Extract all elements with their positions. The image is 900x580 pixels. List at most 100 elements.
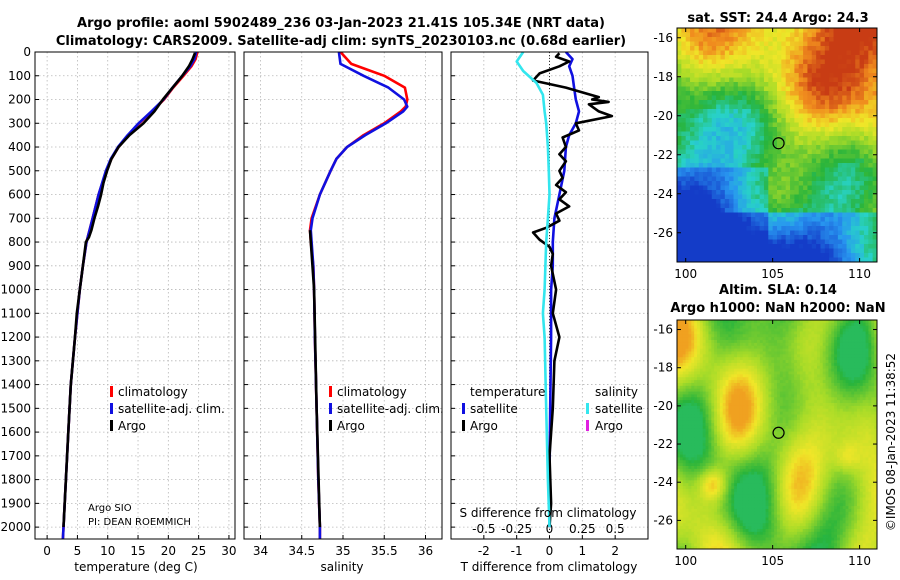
map-cell — [729, 109, 734, 114]
map-cell — [837, 104, 843, 110]
map-cell — [785, 109, 791, 114]
map-cell — [745, 345, 749, 350]
map-cell — [829, 203, 834, 209]
map-cell — [811, 325, 815, 329]
map-cell — [816, 113, 821, 119]
map-cell — [781, 203, 787, 209]
map-cell — [733, 154, 739, 159]
map-cell — [824, 136, 830, 141]
map-cell — [751, 388, 755, 392]
map-cell — [859, 334, 864, 338]
map-cell — [702, 374, 706, 378]
map-cell — [855, 73, 861, 78]
map-cell — [745, 362, 749, 367]
map-cell — [763, 199, 769, 204]
map-cell — [755, 118, 761, 123]
map-cell — [720, 253, 726, 258]
map-cell — [717, 397, 721, 401]
map-cell — [697, 408, 701, 412]
map-cell — [734, 331, 738, 335]
map-cell — [834, 394, 838, 398]
map-cell — [831, 391, 835, 395]
map-cell — [781, 163, 787, 168]
map-cell — [711, 235, 717, 240]
map-cell — [742, 203, 747, 209]
map-cell — [681, 118, 687, 123]
x-tick-label: -1 — [511, 544, 523, 558]
map-cell — [688, 371, 692, 375]
map-cell — [872, 136, 878, 141]
map-cell — [782, 397, 786, 401]
map-cell — [837, 221, 843, 227]
map-cell — [859, 239, 865, 245]
map-cell — [811, 185, 817, 191]
map-cell — [868, 394, 872, 398]
map-cell — [679, 337, 684, 341]
map-cell — [748, 380, 752, 384]
map-cell — [711, 400, 715, 404]
map-cell — [874, 374, 878, 378]
map-cell — [746, 181, 752, 186]
map-cell — [724, 203, 730, 209]
map-cell — [794, 181, 800, 186]
map-cell — [699, 340, 704, 344]
map-cell — [824, 122, 830, 128]
map-cell — [854, 403, 858, 407]
map-cell — [707, 244, 713, 249]
map-cell — [734, 403, 738, 407]
map-cell — [845, 354, 849, 358]
map-cell — [799, 331, 804, 335]
map-cell — [719, 322, 724, 327]
map-cell — [716, 37, 721, 42]
map-cell — [845, 380, 849, 384]
map-cell — [724, 82, 730, 87]
map-cell — [824, 50, 830, 56]
map-cell — [807, 136, 813, 141]
map-cell — [816, 239, 821, 245]
map-cell — [825, 351, 829, 355]
map-cell — [868, 400, 872, 404]
map-cell — [722, 405, 726, 410]
map-cell — [862, 337, 866, 341]
map-cell — [822, 342, 826, 347]
map-cell — [746, 217, 752, 222]
map-cell — [719, 394, 724, 398]
map-cell — [754, 388, 758, 392]
map-cell — [846, 55, 852, 60]
map-cell — [681, 136, 687, 141]
map-cell — [722, 388, 726, 392]
map-cell — [733, 235, 739, 240]
sla-map: 100 105 110-16-18-20-22-24-26 — [653, 319, 878, 568]
map-cell — [759, 190, 765, 195]
map-cell — [850, 221, 856, 227]
map-cell — [703, 136, 708, 141]
map-cell — [794, 351, 798, 355]
map-cell — [719, 385, 724, 390]
map-cell — [734, 342, 738, 347]
map-cell — [824, 140, 830, 146]
map-cell — [751, 340, 755, 344]
map-cell — [829, 149, 834, 155]
map-cell — [859, 368, 864, 372]
map-cell — [846, 221, 852, 227]
map-cell — [759, 118, 765, 123]
map-cell — [717, 354, 721, 358]
map-cell — [837, 368, 841, 372]
series-salinity-satellite — [515, 52, 551, 528]
map-cell — [763, 203, 769, 209]
map-cell — [739, 322, 744, 327]
map-cell — [819, 394, 824, 398]
map-cell — [702, 362, 706, 367]
map-cell — [677, 82, 682, 87]
map-cell — [688, 377, 692, 381]
map-cell — [746, 127, 752, 132]
map-cell — [742, 408, 746, 412]
map-cell — [734, 322, 738, 327]
map-cell — [851, 360, 855, 364]
map-cell — [768, 59, 774, 65]
map-cell — [774, 397, 778, 401]
map-cell — [833, 235, 839, 240]
map-cell — [708, 322, 712, 327]
y-tick-label: 1600 — [0, 425, 31, 439]
map-cell — [834, 351, 838, 355]
